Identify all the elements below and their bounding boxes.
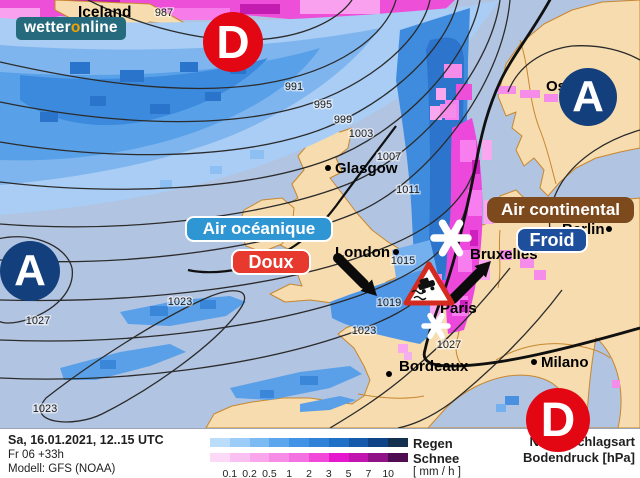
city-label-bordeaux: Bordeaux [399,358,469,375]
isobar-label: 1007 [377,151,401,163]
region-label-iceland: Iceland [78,4,131,21]
run-info: Sa, 16.01.2021, 12..15 UTC Fr 06 +33h Mo… [8,433,164,476]
logo-text: nline [80,19,118,36]
legend-series-labels: Regen Schnee [ mm / h ] [413,436,461,478]
slippery-road-sign-icon [403,261,455,306]
isobar-label: 1027 [26,315,50,327]
precipitation-legend: 0.1 0.2 0.5 1 2 3 5 7 10 [210,438,408,478]
isobar-label: 1023 [33,403,57,415]
legend-tick: 1 [286,468,293,478]
isobar-label: 987 [155,7,173,19]
isobar-label: 1011 [396,184,420,196]
isobar-label: 999 [334,114,352,126]
legend-tick: 0.2 [242,468,257,478]
arrow-oceanic [333,253,369,289]
legend-tick: 7 [365,468,372,478]
legend-swatch [229,453,250,462]
legend-swatch [348,438,369,447]
legend-swatch [249,438,270,447]
legend-swatch [210,453,230,462]
legend-swatch [348,453,369,462]
city-label-london: London [335,244,390,261]
legend-swatch [289,453,309,462]
valid-datetime: Sa, 16.01.2021, 12..15 UTC [8,433,164,447]
legend-swatch [269,438,290,447]
city-dot-glasgow [325,165,331,171]
isobar-label: 1019 [377,297,401,309]
snow-color-scale [210,453,408,462]
airflow-arrows [333,253,491,304]
legend-swatch [249,453,270,462]
legend-swatch [269,453,290,462]
map-type-line2: Bodendruck [hPa] [523,450,635,465]
annotation-froid: Froid [516,227,588,253]
pressure-badge-low-south: D [526,388,590,452]
pressure-badge-low-north: D [203,12,263,72]
rain-label: Regen [413,436,453,451]
pressure-badge-high-scandinavia: A [559,68,617,126]
city-dot-london [393,249,399,255]
weather-map: 987 991 995 999 1003 1007 1011 1015 1019… [0,0,640,428]
legend-swatch [229,438,250,447]
rain-color-scale [210,438,408,447]
legend-swatch [308,438,329,447]
legend-swatch [388,453,408,462]
legend-tick: 2 [306,468,312,478]
arrow-continental [448,268,484,304]
annotation-doux: Doux [231,249,311,275]
legend-tick-labels: 0.1 0.2 0.5 1 2 3 5 7 10 [210,468,408,478]
isobar-label: 991 [285,81,303,93]
pressure-badge-high-atlantic: A [0,241,60,301]
legend-swatch [368,453,389,462]
isobar-label: 1027 [437,339,461,351]
isobar-label: 1023 [168,296,192,308]
isobar-label: 1003 [349,128,373,140]
city-dot-berlin [606,226,612,232]
isobar-labels: 987 991 995 999 1003 1007 1011 1015 1019… [24,6,462,417]
isobar-label: 1015 [391,255,415,267]
legend-swatch [328,453,349,462]
legend-swatch [210,438,230,447]
logo-accent-o: o [70,19,81,36]
model-run: Fr 06 +33h [8,449,64,461]
logo-text: wetter [24,19,71,36]
legend-tick: 3 [325,468,332,478]
legend-swatch [328,438,349,447]
city-dot-milano [531,359,537,365]
isobar-label: 1023 [352,325,376,337]
legend-tick: 0.5 [262,468,277,478]
snowflake-icon [421,312,451,340]
annotation-air-continental: Air continental [487,197,634,223]
snow-label: Schnee [413,451,460,466]
isobar-label: 995 [314,99,332,111]
legend-tick: 10 [382,468,395,478]
legend-unit: [ mm / h ] [413,466,461,478]
city-label-milano: Milano [541,354,589,371]
model-name: Modell: GFS (NOAA) [8,463,116,475]
annotation-air-oceanique: Air océanique [185,216,333,242]
wetteronline-logo[interactable]: wetteronline [16,17,126,40]
legend-swatch [308,453,329,462]
legend-tick: 5 [345,468,352,478]
legend-swatch [289,438,309,447]
city-dot-bordeaux [386,371,392,377]
city-label-glasgow: Glasgow [335,160,398,177]
snowflake-icon [430,219,472,257]
legend-swatch [388,438,408,447]
legend-swatch [368,438,389,447]
legend-tick: 0.1 [222,468,238,478]
